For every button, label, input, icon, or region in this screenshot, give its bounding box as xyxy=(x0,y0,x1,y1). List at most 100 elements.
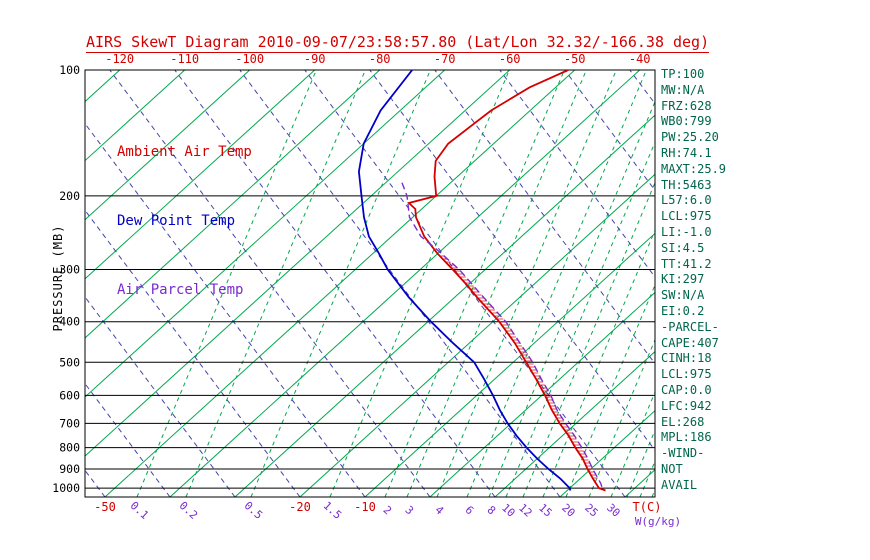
pressure-tick-label: 800 xyxy=(59,441,80,455)
mixing-ratio-label: 0.5 xyxy=(242,499,265,522)
pressure-tick-label: 200 xyxy=(59,189,80,203)
mixing-ratio-label: 4 xyxy=(433,503,447,517)
top-temp-label: -120 xyxy=(105,52,134,66)
isotherm-line xyxy=(85,70,251,221)
top-temp-label: -90 xyxy=(304,52,326,66)
pressure-tick-label: 500 xyxy=(59,355,80,369)
dry-adiabat-line xyxy=(174,70,496,497)
dry-adiabat-line xyxy=(85,469,106,497)
stat-line: MW:N/A xyxy=(661,82,705,97)
dry-adiabat-line xyxy=(825,70,870,497)
mixing-ratio-label: 0.1 xyxy=(128,499,151,522)
stat-line: NOT xyxy=(661,461,683,476)
mixing-ratio-line xyxy=(488,100,655,497)
stat-line: TT:41.2 xyxy=(661,256,712,271)
temp-unit-label: T(C) xyxy=(633,500,662,514)
dry-adiabat-line xyxy=(109,70,431,497)
pressure-tick-label: 100 xyxy=(59,63,80,77)
chart-title: AIRS SkewT Diagram 2010-09-07/23:58:57.8… xyxy=(86,33,710,53)
mixing-ratio-line xyxy=(505,140,655,497)
legend: Ambient Air Temp Dew Point Temp Air Parc… xyxy=(117,95,252,348)
mixing-ratio-label: 0.2 xyxy=(177,499,200,522)
stat-line: SI:4.5 xyxy=(661,240,705,255)
mixing-ratio-label: 15 xyxy=(536,501,555,520)
stat-line: LFC:942 xyxy=(661,398,712,413)
isotherm-line xyxy=(85,70,381,339)
mixing-ratio-label: 25 xyxy=(582,501,601,520)
top-temp-label: -50 xyxy=(564,52,586,66)
mixing-ratio-label: 2 xyxy=(381,503,395,517)
legend-dew-point-temp: Dew Point Temp xyxy=(117,213,236,229)
isotherm-line xyxy=(299,173,655,497)
stat-line: WB0:799 xyxy=(661,114,712,129)
mixing-ratio-line xyxy=(406,70,587,497)
isotherm-line xyxy=(85,70,316,280)
mixing-ratio-line xyxy=(384,70,565,497)
mixing-ratio-line xyxy=(436,70,617,497)
stat-line: FRZ:628 xyxy=(661,98,712,113)
top-temp-label: -110 xyxy=(170,52,199,66)
stat-line: MPL:186 xyxy=(661,430,712,445)
bottom-temp-label: -50 xyxy=(94,500,116,514)
stat-line: EL:268 xyxy=(661,414,705,429)
curve-dew xyxy=(357,70,572,491)
plot-frame xyxy=(84,69,656,498)
isotherm-line xyxy=(234,114,655,497)
bottom-temp-label: -10 xyxy=(354,500,376,514)
stat-line: LCL:975 xyxy=(661,367,712,382)
isotherm-line xyxy=(85,70,511,457)
dry-adiabat-line xyxy=(304,70,626,497)
isotherm-line xyxy=(85,70,446,398)
stat-line: EI:0.2 xyxy=(661,303,705,318)
mixing-ratio-line xyxy=(329,70,510,497)
mixing-ratio-label: 8 xyxy=(485,503,499,517)
stat-line: PW:25.20 xyxy=(661,130,719,145)
stat-line: CAPE:407 xyxy=(661,335,719,350)
isotherm-line xyxy=(104,70,576,497)
stat-line: SW:N/A xyxy=(661,288,705,303)
stat-line: RH:74.1 xyxy=(661,145,712,160)
pressure-tick-label: 1000 xyxy=(52,481,80,495)
stat-line: AVAIL xyxy=(661,477,698,492)
pressure-tick-label: 600 xyxy=(59,388,80,402)
stat-line: L57:6.0 xyxy=(661,193,712,208)
dry-adiabat-line xyxy=(85,122,366,497)
dry-adiabat-line xyxy=(0,70,40,497)
mixing-unit-label: W(g/kg) xyxy=(635,515,681,528)
sounding-curves xyxy=(357,70,606,492)
stat-line: TH:5463 xyxy=(661,177,712,192)
top-temp-label: -100 xyxy=(235,52,264,66)
isotherm-line xyxy=(494,350,655,497)
stat-line: LI:-1.0 xyxy=(661,224,712,239)
mixing-ratio-line xyxy=(466,70,647,497)
pressure-tick-label: 400 xyxy=(59,315,80,329)
dry-adiabat-line xyxy=(369,70,655,452)
curve-parcel xyxy=(401,182,604,491)
mixing-ratio-label: 12 xyxy=(516,501,535,520)
dry-adiabat-line xyxy=(564,70,655,192)
stat-line: LCL:975 xyxy=(661,209,712,224)
legend-ambient-air-temp: Ambient Air Temp xyxy=(117,144,252,160)
mixing-ratio-label: 20 xyxy=(559,501,578,520)
stat-line: -WIND- xyxy=(661,446,705,461)
stat-line: CAP:0.0 xyxy=(661,382,712,397)
mixing-ratio-label: 1.5 xyxy=(321,499,344,522)
mixing-ratio-label: 10 xyxy=(499,501,518,520)
mixing-ratio-label: 3 xyxy=(403,503,417,517)
isotherm-line xyxy=(169,70,641,497)
mixing-ratio-label: 30 xyxy=(604,501,623,520)
bottom-temp-label: -20 xyxy=(289,500,311,514)
dry-adiabat-line xyxy=(434,70,655,365)
dry-adiabat-line xyxy=(239,70,561,497)
isotherm-line xyxy=(85,70,121,103)
mixing-ratio-label: 6 xyxy=(463,503,477,517)
isotherm-line xyxy=(364,232,655,497)
curve-ambient xyxy=(407,70,606,492)
mixing-ratio-line xyxy=(136,70,317,497)
stat-line: KI:297 xyxy=(661,272,705,287)
top-temp-label: -70 xyxy=(434,52,456,66)
isotherm-line xyxy=(85,70,186,162)
top-temp-label: -80 xyxy=(369,52,391,66)
mixing-ratio-line xyxy=(185,70,366,497)
